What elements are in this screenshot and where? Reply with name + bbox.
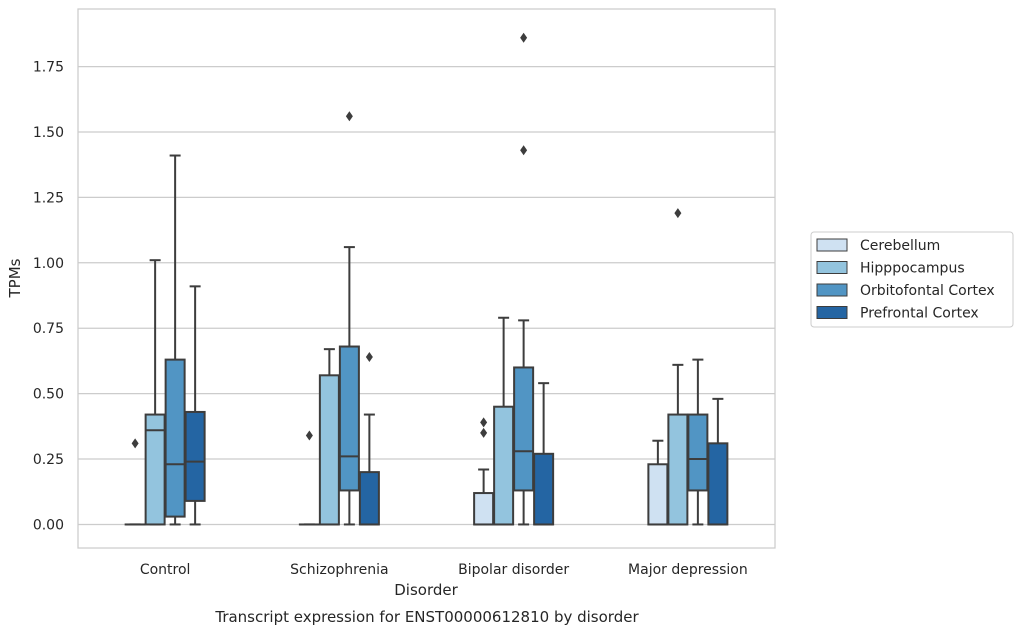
outlier-point xyxy=(131,438,139,449)
box-2-0 xyxy=(473,417,495,526)
box-1-0 xyxy=(298,430,320,526)
y-tick-label: 0.75 xyxy=(33,321,64,337)
box-1-3 xyxy=(358,351,380,526)
box-0-1 xyxy=(144,259,166,526)
x-tick-label: Major depression xyxy=(628,562,748,578)
box-body xyxy=(513,366,535,492)
y-tick-label: 1.50 xyxy=(33,125,64,141)
box-body xyxy=(493,405,515,526)
box-body xyxy=(338,345,360,492)
y-tick-label: 1.75 xyxy=(33,60,64,76)
box-body xyxy=(318,374,340,526)
y-tick-label: 1.00 xyxy=(33,256,64,272)
y-tick-labels: 0.00 0.25 0.50 0.75 1.00 1.25 1.50 1.75 xyxy=(33,60,64,534)
box-2-3 xyxy=(533,382,555,526)
outlier-point xyxy=(480,427,488,438)
outlier-point xyxy=(305,430,313,441)
legend-label: Prefrontal Cortex xyxy=(860,306,979,322)
y-tick-label: 0.50 xyxy=(33,387,64,403)
chart-caption: Transcript expression for ENST0000061281… xyxy=(214,608,639,626)
x-tick-label: Control xyxy=(140,562,191,578)
x-tick-labels: Control Schizophrenia Bipolar disorder Majo… xyxy=(140,562,748,578)
box-3-1 xyxy=(667,208,689,526)
outlier-point xyxy=(365,351,373,362)
legend: Cerebellum Hipppocampus Orbitofontal Corte… xyxy=(810,231,1014,328)
legend-items: Cerebellum Hipppocampus Orbitofontal Corte… xyxy=(816,238,995,322)
box-1-1 xyxy=(318,348,340,526)
outlier-point xyxy=(674,208,682,219)
box-body xyxy=(667,413,689,526)
y-tick-label: 0.00 xyxy=(33,517,64,533)
box-3-2 xyxy=(687,358,709,526)
legend-frame xyxy=(810,231,1014,328)
outlier-point xyxy=(520,32,528,43)
x-tick-label: Bipolar disorder xyxy=(458,562,569,578)
box-body xyxy=(164,358,186,518)
y-tick-label: 0.25 xyxy=(33,452,64,468)
y-axis-label: TPMs xyxy=(6,258,24,298)
box-1-2 xyxy=(338,111,360,526)
outlier-point xyxy=(345,111,353,122)
box-0-2 xyxy=(164,154,186,526)
box-body xyxy=(533,452,555,526)
outlier-point xyxy=(520,145,528,156)
box-3-0 xyxy=(647,439,669,526)
outlier-point xyxy=(480,417,488,428)
box-layer xyxy=(124,32,729,526)
box-body xyxy=(707,442,729,526)
legend-swatch xyxy=(816,283,848,297)
box-body xyxy=(473,492,495,526)
box-body xyxy=(184,410,206,502)
legend-label: Cerebellum xyxy=(860,238,940,254)
legend-label: Orbitofontal Cortex xyxy=(860,283,995,299)
box-2-2 xyxy=(513,32,535,526)
box-body xyxy=(358,471,380,526)
box-0-3 xyxy=(184,285,206,526)
box-body xyxy=(647,463,669,526)
y-tick-label: 1.25 xyxy=(33,190,64,206)
box-2-1 xyxy=(493,316,515,526)
legend-label: Hipppocampus xyxy=(860,261,965,277)
x-axis-label: Disorder xyxy=(394,581,458,599)
legend-swatch xyxy=(816,306,848,319)
legend-swatch xyxy=(816,261,848,274)
box-body xyxy=(687,413,709,492)
box-0-0 xyxy=(124,438,146,526)
x-tick-label: Schizophrenia xyxy=(290,562,388,578)
plot-frame xyxy=(77,8,776,549)
legend-swatch xyxy=(816,238,848,252)
box-3-3 xyxy=(707,397,729,526)
